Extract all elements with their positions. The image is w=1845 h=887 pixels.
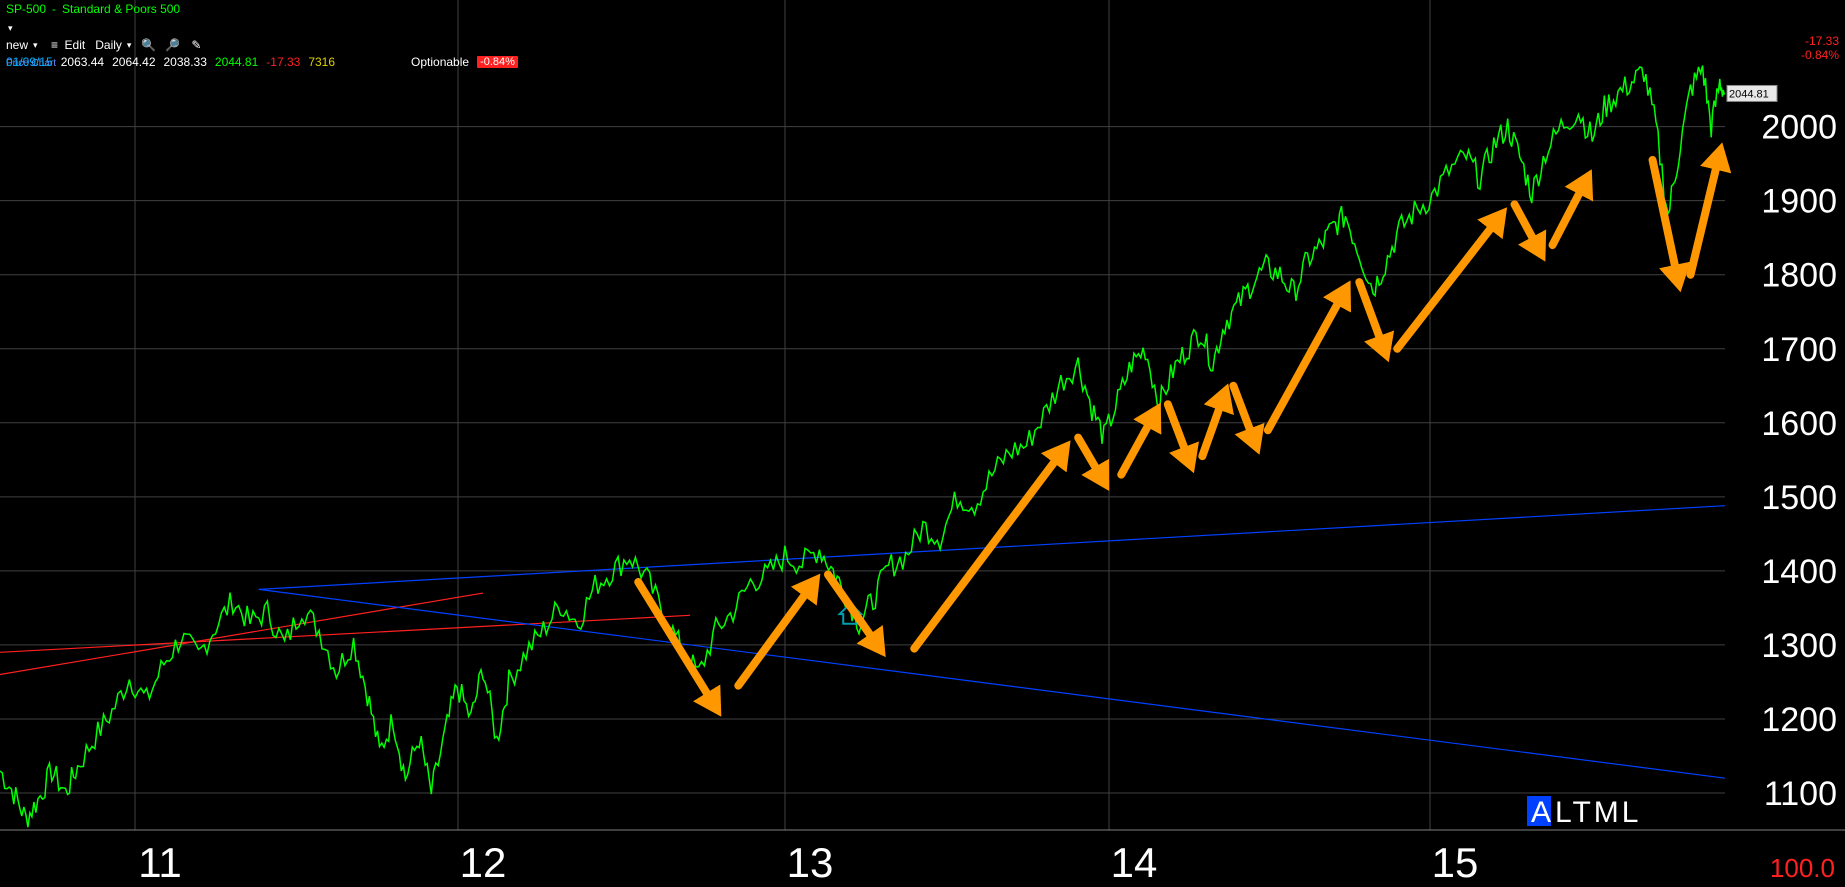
open-value: 2063.44: [61, 55, 104, 69]
volume-value: 7316: [308, 55, 335, 69]
interval-dropdown[interactable]: Daily: [95, 38, 131, 52]
symbol-fullname: Standard & Poors 500: [62, 2, 180, 16]
svg-text:1500: 1500: [1761, 479, 1837, 517]
toolbar: new ≡ Edit Daily 🔍 🔎 ✎: [0, 36, 1845, 54]
low-value: 2038.33: [164, 55, 207, 69]
change-value: -17.33: [266, 55, 300, 69]
svg-text:1800: 1800: [1761, 257, 1837, 295]
svg-text:15: 15: [1432, 839, 1479, 886]
svg-text:1900: 1900: [1761, 183, 1837, 221]
date-value: 01/09/15: [6, 55, 53, 69]
edit-button[interactable]: ≡ Edit: [48, 38, 86, 52]
svg-text:A: A: [1531, 796, 1551, 829]
pct-change-badge: -0.84%: [477, 56, 518, 68]
svg-text:2044.81: 2044.81: [1729, 88, 1769, 100]
symbol-dropdown-icon[interactable]: [6, 23, 13, 34]
edit-icon: ≡: [48, 38, 62, 52]
symbol-label: SP-500: [6, 2, 46, 16]
draw-tool-icon[interactable]: ✎: [189, 38, 203, 52]
new-button[interactable]: new: [6, 38, 38, 52]
svg-text:1600: 1600: [1761, 405, 1837, 443]
edit-label: Edit: [65, 38, 86, 52]
zoom-in-icon[interactable]: 🔍: [141, 38, 155, 52]
title-separator: -: [52, 2, 56, 16]
svg-text:LTML: LTML: [1555, 796, 1641, 829]
chart-svg: 1100 1200 1300 1400 1500 1600 1700 1800 1900 2000…: [0, 0, 1845, 887]
svg-text:1300: 1300: [1761, 627, 1837, 665]
zoom-out-icon[interactable]: 🔎: [165, 38, 179, 52]
svg-text:12: 12: [460, 839, 507, 886]
svg-text:1100: 1100: [1764, 775, 1837, 813]
high-value: 2064.42: [112, 55, 155, 69]
topbar: SP-500 - Standard & Poors 500 new ≡ Edit…: [0, 0, 1845, 65]
svg-text:11: 11: [138, 839, 182, 886]
svg-text:1400: 1400: [1761, 553, 1837, 591]
svg-text:1200: 1200: [1761, 701, 1837, 739]
ohlc-row: 01/09/15 2063.44 2064.42 2038.33 2044.81…: [0, 54, 1845, 70]
svg-text:13: 13: [787, 839, 834, 886]
price-chart: 1100 1200 1300 1400 1500 1600 1700 1800 1900 2000…: [0, 0, 1845, 887]
close-value: 2044.81: [215, 55, 258, 69]
svg-text:100.0: 100.0: [1770, 853, 1835, 883]
svg-text:2000: 2000: [1761, 109, 1837, 147]
optionable-label: Optionable: [411, 55, 469, 69]
title-row: SP-500 - Standard & Poors 500: [0, 0, 1845, 18]
svg-text:14: 14: [1111, 839, 1158, 886]
svg-text:1700: 1700: [1761, 331, 1837, 369]
